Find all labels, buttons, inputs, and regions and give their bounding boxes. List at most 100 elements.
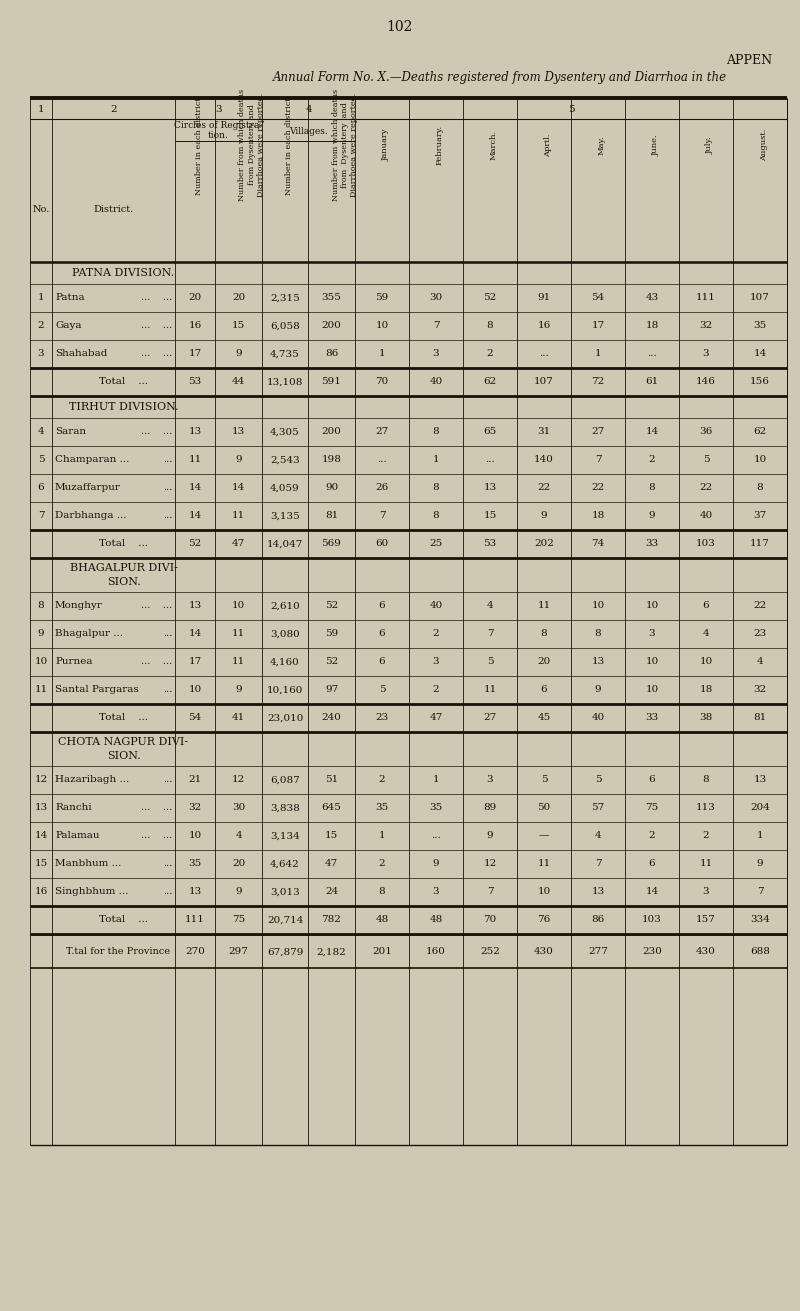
Text: 8: 8 (649, 484, 655, 493)
Text: 12: 12 (34, 776, 48, 784)
Text: ...: ... (377, 455, 387, 464)
Text: 8: 8 (486, 321, 494, 330)
Text: 14: 14 (34, 831, 48, 840)
Text: 103: 103 (642, 915, 662, 924)
Text: Number in each district.: Number in each district. (195, 94, 203, 195)
Text: ...    ...: ... ... (141, 831, 172, 840)
Text: 430: 430 (534, 948, 554, 957)
Text: 9: 9 (235, 888, 242, 897)
Text: 32: 32 (754, 686, 766, 695)
Text: Number in each district.: Number in each district. (285, 94, 293, 195)
Text: ...: ... (162, 455, 172, 464)
Text: 8: 8 (757, 484, 763, 493)
Text: 20: 20 (232, 294, 245, 303)
Text: CHOTA NAGPUR DIVI-: CHOTA NAGPUR DIVI- (58, 737, 189, 747)
Text: 13: 13 (483, 484, 497, 493)
Text: 10: 10 (188, 686, 202, 695)
Text: SION.: SION. (106, 751, 140, 760)
Text: 38: 38 (699, 713, 713, 722)
Text: 44: 44 (232, 378, 245, 387)
Text: 70: 70 (375, 378, 389, 387)
Text: 54: 54 (591, 294, 605, 303)
Text: 72: 72 (591, 378, 605, 387)
Text: 9: 9 (235, 686, 242, 695)
Text: 103: 103 (696, 540, 716, 548)
Text: 15: 15 (483, 511, 497, 520)
Text: 6: 6 (541, 686, 547, 695)
Text: 20: 20 (232, 860, 245, 868)
Text: 10: 10 (754, 455, 766, 464)
Text: 14: 14 (754, 350, 766, 358)
Text: Patna: Patna (55, 294, 85, 303)
Text: 90: 90 (325, 484, 338, 493)
Text: 23: 23 (375, 713, 389, 722)
Text: 33: 33 (646, 540, 658, 548)
Text: 1: 1 (594, 350, 602, 358)
Text: 160: 160 (426, 948, 446, 957)
Text: 111: 111 (696, 294, 716, 303)
Text: 10: 10 (699, 658, 713, 666)
Text: 27: 27 (591, 427, 605, 437)
Text: 3: 3 (486, 776, 494, 784)
Text: 89: 89 (483, 804, 497, 813)
Text: ...: ... (485, 455, 495, 464)
Text: 3: 3 (433, 658, 439, 666)
Text: 2,610: 2,610 (270, 602, 300, 611)
Text: Manbhum ...: Manbhum ... (55, 860, 122, 868)
Text: 22: 22 (538, 484, 550, 493)
Text: ...    ...: ... ... (141, 294, 172, 303)
Text: 86: 86 (591, 915, 605, 924)
Text: ...    ...: ... ... (141, 427, 172, 437)
Text: 81: 81 (754, 713, 766, 722)
Text: 9: 9 (757, 860, 763, 868)
Text: 23,010: 23,010 (267, 713, 303, 722)
Text: 10: 10 (232, 602, 245, 611)
Text: 54: 54 (188, 713, 202, 722)
Text: 591: 591 (322, 378, 342, 387)
Text: 107: 107 (534, 378, 554, 387)
Text: Circles of Registra-: Circles of Registra- (174, 122, 262, 131)
Text: 7: 7 (486, 629, 494, 638)
Text: 688: 688 (750, 948, 770, 957)
Text: 12: 12 (232, 776, 245, 784)
Text: 4: 4 (702, 629, 710, 638)
Text: 10: 10 (34, 658, 48, 666)
Text: 430: 430 (696, 948, 716, 957)
Text: 62: 62 (483, 378, 497, 387)
Text: 5: 5 (38, 455, 44, 464)
Text: 11: 11 (483, 686, 497, 695)
Text: 11: 11 (538, 860, 550, 868)
Text: 74: 74 (591, 540, 605, 548)
Text: Saran: Saran (55, 427, 86, 437)
Text: 11: 11 (232, 629, 245, 638)
Text: ...: ... (162, 860, 172, 868)
Text: 13: 13 (34, 804, 48, 813)
Text: 47: 47 (325, 860, 338, 868)
Text: BHAGALPUR DIVI-: BHAGALPUR DIVI- (70, 562, 178, 573)
Text: 14: 14 (188, 511, 202, 520)
Text: 22: 22 (591, 484, 605, 493)
Text: 5: 5 (378, 686, 386, 695)
Text: ...    ...: ... ... (141, 321, 172, 330)
Text: 9: 9 (541, 511, 547, 520)
Text: T.tal for the Province: T.tal for the Province (66, 948, 170, 957)
Text: March.: March. (490, 130, 498, 160)
Text: 9: 9 (38, 629, 44, 638)
Text: ...: ... (162, 686, 172, 695)
Text: 7: 7 (594, 860, 602, 868)
Text: 9: 9 (433, 860, 439, 868)
Text: 113: 113 (696, 804, 716, 813)
Text: 15: 15 (232, 321, 245, 330)
Text: 2: 2 (649, 455, 655, 464)
Text: 5: 5 (486, 658, 494, 666)
Text: 59: 59 (375, 294, 389, 303)
Text: 3: 3 (702, 350, 710, 358)
Text: 2: 2 (649, 831, 655, 840)
Text: 24: 24 (325, 888, 338, 897)
Text: 8: 8 (541, 629, 547, 638)
Text: Number from which deaths
from  Dysentery  and
Diarrhoea were reported.: Number from which deaths from Dysentery … (331, 89, 358, 201)
Text: 40: 40 (430, 602, 442, 611)
Text: 47: 47 (232, 540, 245, 548)
Text: Singhbhum ...: Singhbhum ... (55, 888, 128, 897)
Text: ...: ... (162, 629, 172, 638)
